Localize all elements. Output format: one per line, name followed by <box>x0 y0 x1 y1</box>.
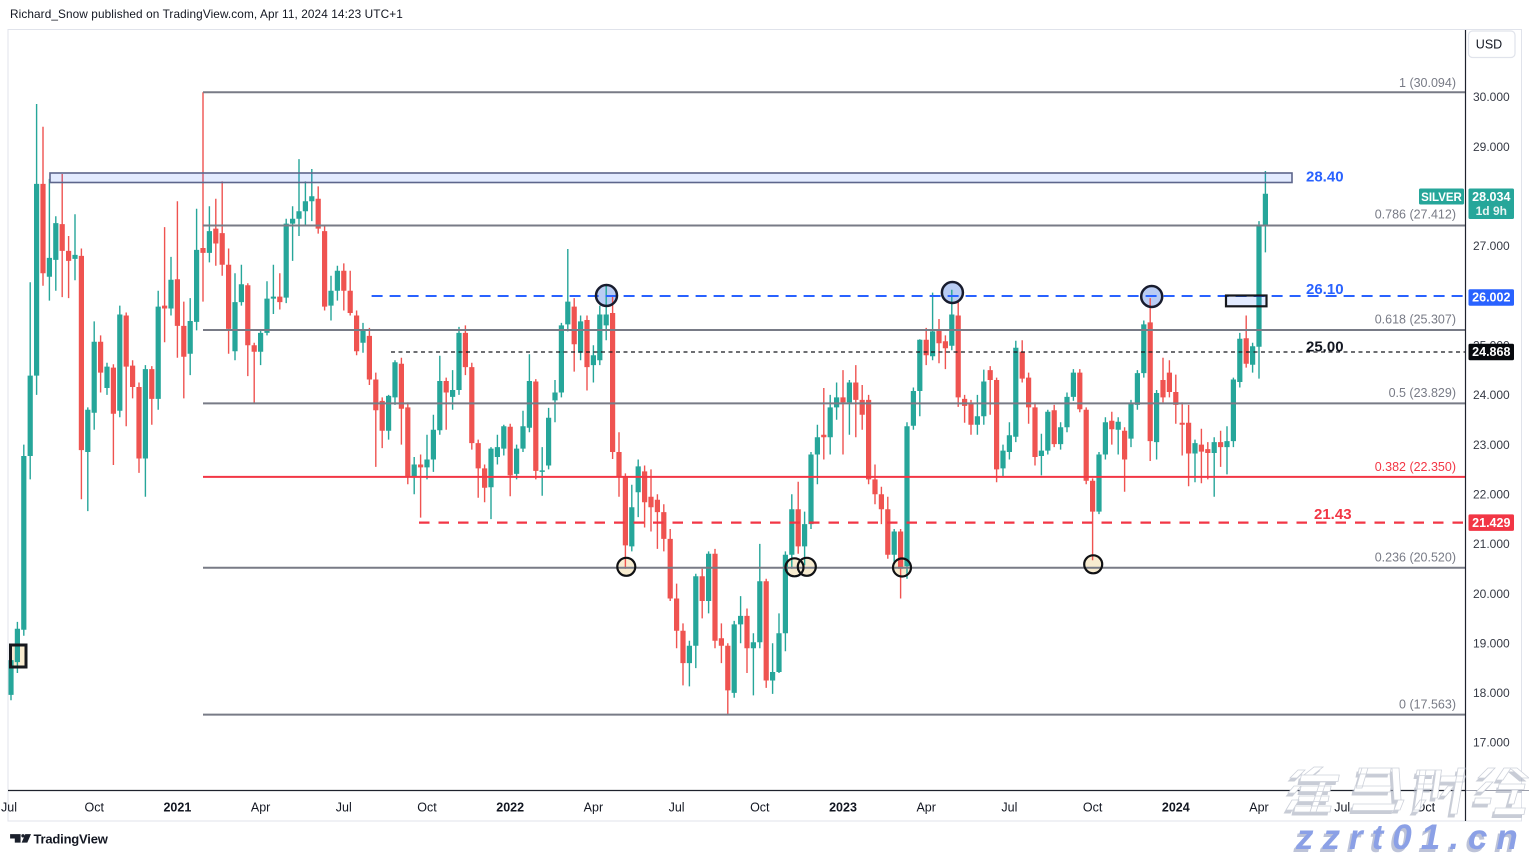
svg-text:Apr: Apr <box>251 801 270 815</box>
svg-text:2024: 2024 <box>1162 801 1190 815</box>
svg-text:0.786 (27.412): 0.786 (27.412) <box>1375 208 1456 222</box>
svg-text:Oct: Oct <box>84 801 104 815</box>
svg-text:Apr: Apr <box>1249 801 1268 815</box>
svg-text:25.00: 25.00 <box>1306 339 1344 356</box>
svg-text:29.000: 29.000 <box>1473 140 1510 154</box>
svg-text:24.000: 24.000 <box>1473 388 1510 402</box>
svg-text:26.10: 26.10 <box>1306 281 1344 298</box>
svg-text:1 (30.094): 1 (30.094) <box>1399 76 1456 90</box>
svg-text:22.000: 22.000 <box>1473 487 1510 501</box>
svg-text:Oct: Oct <box>1083 801 1103 815</box>
svg-text:27.000: 27.000 <box>1473 239 1510 253</box>
svg-text:Jul: Jul <box>1334 801 1350 815</box>
svg-text:28.034: 28.034 <box>1472 190 1510 204</box>
svg-text:SILVER: SILVER <box>1421 192 1462 204</box>
svg-text:Oct: Oct <box>417 801 437 815</box>
svg-text:26.002: 26.002 <box>1472 291 1510 305</box>
svg-text:21.43: 21.43 <box>1314 506 1352 523</box>
svg-text:USD: USD <box>1476 38 1502 52</box>
svg-text:28.40: 28.40 <box>1306 169 1344 186</box>
svg-text:Jul: Jul <box>1 801 17 815</box>
svg-text:0.618 (25.307): 0.618 (25.307) <box>1375 313 1456 327</box>
svg-text:24.868: 24.868 <box>1472 345 1510 359</box>
svg-text:zzrt01.cn: zzrt01.cn <box>1293 821 1525 857</box>
svg-text:18.000: 18.000 <box>1473 686 1510 700</box>
svg-text:Apr: Apr <box>916 801 935 815</box>
svg-text:Jul: Jul <box>669 801 685 815</box>
svg-text:2023: 2023 <box>829 801 857 815</box>
svg-text:zzrt01.cn: zzrt01.cn <box>1295 818 1527 857</box>
svg-text:Jul: Jul <box>336 801 352 815</box>
svg-text:30.000: 30.000 <box>1473 90 1510 104</box>
svg-text:Oct: Oct <box>750 801 770 815</box>
svg-text:21.000: 21.000 <box>1473 537 1510 551</box>
svg-text:2022: 2022 <box>496 801 524 815</box>
svg-text:1d 9h: 1d 9h <box>1476 204 1507 218</box>
svg-text:Apr: Apr <box>584 801 603 815</box>
svg-text:0.382 (22.350): 0.382 (22.350) <box>1375 460 1456 474</box>
svg-text:TradingView: TradingView <box>34 831 109 846</box>
svg-text:19.000: 19.000 <box>1473 636 1510 650</box>
svg-text:0.5 (23.829): 0.5 (23.829) <box>1389 386 1456 400</box>
svg-text:21.429: 21.429 <box>1472 516 1510 530</box>
svg-text:2021: 2021 <box>163 801 191 815</box>
svg-text:Jul: Jul <box>1001 801 1017 815</box>
svg-text:0 (17.563): 0 (17.563) <box>1399 698 1456 712</box>
svg-text:23.000: 23.000 <box>1473 438 1510 452</box>
svg-text:17.000: 17.000 <box>1473 736 1510 750</box>
svg-text:20.000: 20.000 <box>1473 587 1510 601</box>
svg-text:0.236 (20.520): 0.236 (20.520) <box>1375 551 1456 565</box>
